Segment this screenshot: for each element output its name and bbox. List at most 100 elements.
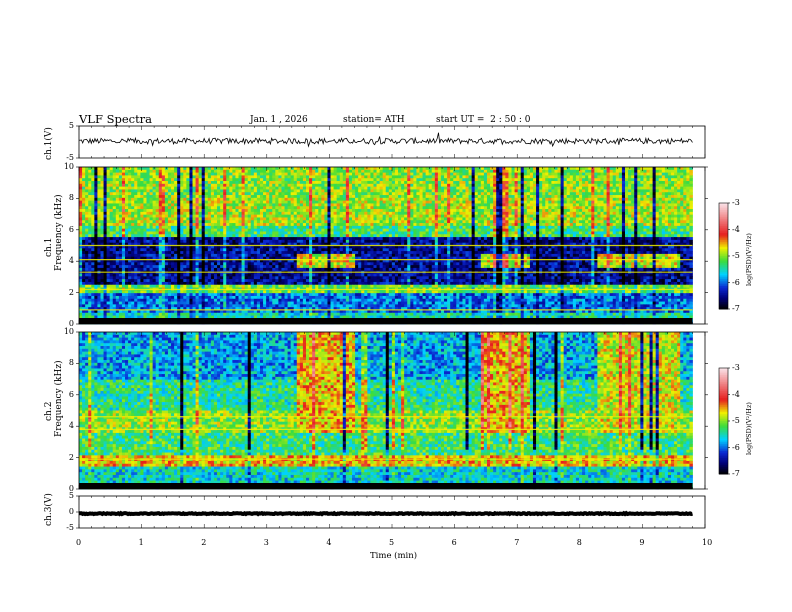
ch1-spec-cell [426, 178, 429, 181]
ch1-spec-cell [567, 181, 570, 184]
ch1-spec-cell [579, 170, 582, 173]
ch1-spec-cell [521, 181, 524, 184]
ch1-spec-cell [481, 170, 484, 173]
ch1-spec-cell [94, 184, 97, 187]
ch1-spec-cell [122, 173, 125, 176]
ch1-spec-cell [435, 178, 438, 181]
ch1-spec-cell [303, 178, 306, 181]
ch1-spec-cell [107, 173, 110, 176]
ch1-spec-cell [340, 187, 343, 190]
ch1-spec-cell [619, 184, 622, 187]
ch1-spec-cell [548, 184, 551, 187]
ch1-spec-cell [551, 173, 554, 176]
ch1-spec-cell [245, 170, 248, 173]
ch1-spec-cell [600, 181, 603, 184]
ch1-spec-cell [469, 170, 472, 173]
ch1-spec-cell [481, 184, 484, 187]
ch1-spec-cell [545, 167, 548, 170]
ch1-spec-cell [91, 167, 94, 170]
ch1-spec-cell [429, 175, 432, 178]
ch1-spec-cell [413, 181, 416, 184]
ch1-spec-cell [82, 184, 85, 187]
ch1-spec-cell [594, 184, 597, 187]
ch1-spec-cell [527, 178, 530, 181]
ch1-spec-cell [484, 175, 487, 178]
ch1-spec-cell [223, 167, 226, 170]
ch1-spec-cell [217, 181, 220, 184]
ch1-spec-cell [327, 175, 330, 178]
ch1-spec-cell [180, 167, 183, 170]
ch1-spec-cell [634, 178, 637, 181]
ch1-spec-cell [134, 178, 137, 181]
ch1-spec-cell [251, 178, 254, 181]
ch1-spec-cell [398, 184, 401, 187]
ch1-spec-cell [88, 189, 91, 192]
ch1-spec-cell [432, 170, 435, 173]
ch1-spec-cell [686, 175, 689, 178]
ch1-spec-cell [192, 178, 195, 181]
ch1-spec-cell [594, 175, 597, 178]
ch1-spec-cell [469, 178, 472, 181]
ch1-spec-cell [398, 181, 401, 184]
ch1-spec-cell [214, 173, 217, 176]
ch1-spec-cell [582, 178, 585, 181]
ch1-spec-cell [671, 184, 674, 187]
ch1-spec-cell [686, 187, 689, 190]
ch1-spec-cell [671, 173, 674, 176]
ch1-spec-cell [110, 167, 113, 170]
ch1-spec-cell [211, 170, 214, 173]
ch1-spec-cell [634, 170, 637, 173]
ch1-spec-cell [567, 175, 570, 178]
ch1-spec-cell [186, 181, 189, 184]
ch1-spec-cell [410, 167, 413, 170]
ch1-spec-cell [116, 189, 119, 192]
ch1-spec-cell [192, 175, 195, 178]
ch1-spec-cell [171, 173, 174, 176]
ch1-spec-cell [162, 181, 165, 184]
ch1-spec-cell [665, 187, 668, 190]
ch1-spec-cell [530, 175, 533, 178]
ch1-spec-cell [355, 184, 358, 187]
ch1-spec-cell [530, 187, 533, 190]
ch1-spec-cell [444, 187, 447, 190]
ch1-spec-cell [119, 184, 122, 187]
ch1-spec-cell [177, 167, 180, 170]
ch1-spec-cell [168, 170, 171, 173]
ch1-spec-cell [683, 178, 686, 181]
ch1-spec-cell [564, 187, 567, 190]
ch1-spec-cell [229, 178, 232, 181]
ch1-spec-cell [94, 187, 97, 190]
ch1-spec-cell [128, 184, 131, 187]
ch1-spec-cell [459, 175, 462, 178]
ch1-spec-cell [392, 184, 395, 187]
ch1-spec-cell [671, 170, 674, 173]
ch1-spec-cell [361, 184, 364, 187]
ch1-spec-cell [334, 167, 337, 170]
ch1-spec-cell [465, 184, 468, 187]
ch1-spec-cell [493, 178, 496, 181]
ch1-spec-cell [266, 175, 269, 178]
ch1-spec-cell [591, 178, 594, 181]
ch1-spec-cell [143, 170, 146, 173]
ch1-spec-cell [343, 175, 346, 178]
ch1-spec-cell [321, 175, 324, 178]
ch1-spec-cell [410, 175, 413, 178]
ch1-spec-cell [257, 178, 260, 181]
ch1-spec-cell [153, 173, 156, 176]
ch1-spec-cell [343, 173, 346, 176]
ch1-spec-cell [662, 184, 665, 187]
ch1-spec-cell [665, 184, 668, 187]
ch1-spec-cell [542, 181, 545, 184]
ch1-spec-cell [561, 167, 564, 170]
ch1-spec-cell [361, 178, 364, 181]
ch1-spec-cell [567, 173, 570, 176]
ch1-spec-cell [410, 173, 413, 176]
ch1-spec-cell [113, 173, 116, 176]
ch1-spec-cell [407, 178, 410, 181]
ch1-spec-cell [91, 173, 94, 176]
ch1-spec-cell [585, 178, 588, 181]
ch1-spec-cell [340, 170, 343, 173]
ch1-spec-cell [186, 178, 189, 181]
ch1-spec-cell [613, 173, 616, 176]
ch1-spec-cell [432, 178, 435, 181]
